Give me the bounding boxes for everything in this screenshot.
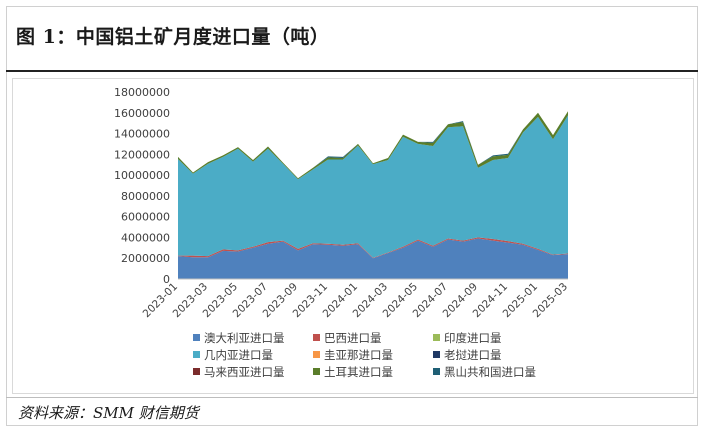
y-tick-label: 6000000 xyxy=(121,211,170,224)
legend-swatch xyxy=(433,351,440,358)
legend-label: 老挝进口量 xyxy=(444,348,502,362)
figure-title: 图 1：中国铝土矿月度进口量（吨） xyxy=(16,26,330,48)
source-note: 资料来源：SMM 财信期货 xyxy=(18,404,199,422)
y-tick-label: 10000000 xyxy=(114,169,170,182)
legend-label: 黑山共和国进口量 xyxy=(444,365,536,379)
legend-label: 印度进口量 xyxy=(444,331,502,345)
legend-label: 巴西进口量 xyxy=(324,331,382,345)
legend-swatch xyxy=(313,351,320,358)
chart-area xyxy=(12,78,694,394)
y-tick-label: 2000000 xyxy=(121,252,170,265)
legend-swatch xyxy=(433,334,440,341)
area-series-1 xyxy=(178,237,568,259)
y-tick-label: 12000000 xyxy=(114,148,170,161)
legend-label: 土耳其进口量 xyxy=(324,365,393,379)
y-tick-label: 16000000 xyxy=(114,107,170,120)
legend-swatch xyxy=(313,334,320,341)
legend-swatch xyxy=(433,368,440,375)
area-series-0 xyxy=(178,238,568,279)
y-tick-label: 18000000 xyxy=(114,86,170,99)
legend-label: 马来西亚进口量 xyxy=(204,365,285,379)
legend-label: 几内亚进口量 xyxy=(204,348,273,362)
legend-swatch xyxy=(313,368,320,375)
y-tick-label: 4000000 xyxy=(121,231,170,244)
legend-swatch xyxy=(193,368,200,375)
legend-swatch xyxy=(193,334,200,341)
legend-label: 圭亚那进口量 xyxy=(324,348,393,362)
source-rule xyxy=(6,397,698,398)
area-series-3 xyxy=(178,115,568,258)
y-tick-label: 0 xyxy=(163,273,170,286)
legend-label: 澳大利亚进口量 xyxy=(204,331,285,345)
figure-frame xyxy=(6,6,698,426)
chart-svg: 0 2000000 4000000 6000000 8000000 10000000 120… xyxy=(114,86,570,379)
y-tick-label: 14000000 xyxy=(114,128,170,141)
y-tick-label: 8000000 xyxy=(121,190,170,203)
legend-swatch xyxy=(193,351,200,358)
title-rule xyxy=(6,70,698,72)
